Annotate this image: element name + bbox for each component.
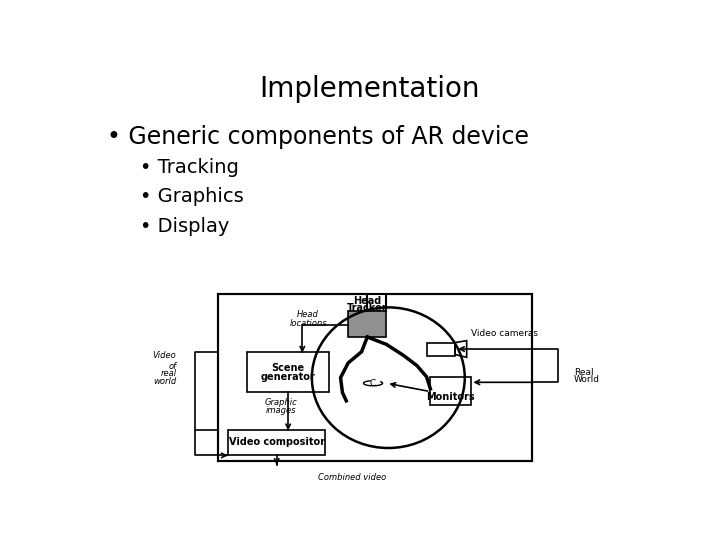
- Text: Graphic: Graphic: [265, 398, 297, 407]
- Text: generator: generator: [261, 372, 315, 382]
- Text: Scene: Scene: [271, 362, 305, 373]
- Text: C: C: [370, 379, 376, 388]
- Text: of: of: [168, 362, 176, 371]
- Text: Tracker: Tracker: [347, 303, 387, 313]
- Text: real: real: [161, 369, 176, 379]
- Text: Video: Video: [153, 350, 176, 360]
- Text: Monitors: Monitors: [426, 392, 475, 402]
- Text: • Display: • Display: [140, 217, 230, 235]
- Text: images: images: [266, 406, 297, 415]
- Text: Head: Head: [297, 310, 319, 319]
- Bar: [218, 294, 531, 461]
- Text: Real: Real: [574, 368, 593, 376]
- Text: Combined video: Combined video: [318, 473, 386, 482]
- Bar: [228, 430, 325, 455]
- Bar: [247, 352, 329, 393]
- Text: Video cameras: Video cameras: [472, 329, 539, 338]
- Text: Head: Head: [354, 296, 382, 306]
- Text: Implementation: Implementation: [258, 75, 480, 103]
- Bar: [426, 342, 455, 356]
- Text: • Tracking: • Tracking: [140, 158, 239, 177]
- Text: • Generic components of AR device: • Generic components of AR device: [107, 125, 528, 149]
- Text: locations: locations: [289, 319, 327, 328]
- Text: world: world: [153, 377, 176, 386]
- Bar: [348, 311, 387, 337]
- Text: • Graphics: • Graphics: [140, 187, 244, 206]
- Bar: [431, 377, 470, 406]
- Polygon shape: [455, 341, 467, 357]
- Text: Video compositor: Video compositor: [229, 437, 325, 448]
- Text: World: World: [574, 375, 600, 384]
